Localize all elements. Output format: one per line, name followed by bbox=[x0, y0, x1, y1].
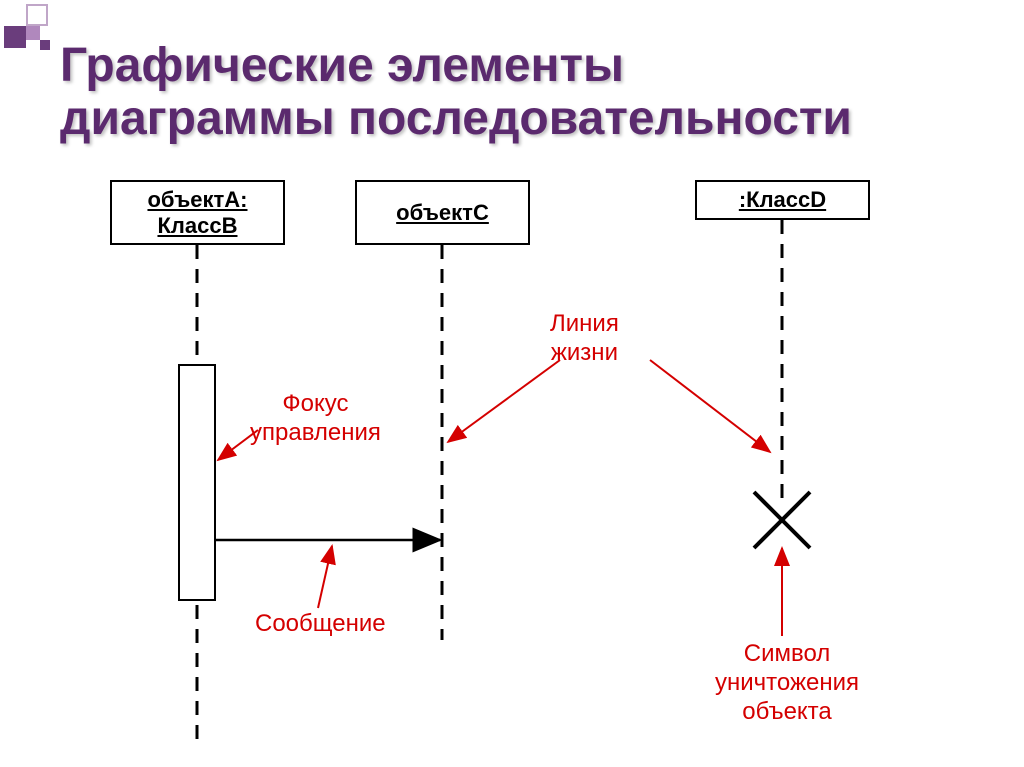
arrow-lifeline-c bbox=[448, 360, 560, 442]
lifeline-label: Линия жизни bbox=[550, 310, 619, 368]
object-a-label: объектA: КлассB bbox=[147, 187, 247, 239]
activation-bar bbox=[179, 365, 215, 600]
title-line-1: Графические элементы bbox=[60, 39, 624, 92]
destroy-label: Символ уничтожения объекта bbox=[715, 640, 859, 726]
decorative-squares bbox=[4, 4, 58, 58]
object-d-label: :КлассD bbox=[739, 187, 826, 213]
arrow-message bbox=[318, 546, 332, 608]
object-a-box: объектA: КлассB bbox=[110, 180, 285, 245]
destruction-x-icon bbox=[754, 492, 810, 548]
sequence-diagram: объектA: КлассB объектC :КлассD Линия жи… bbox=[0, 170, 1024, 767]
object-c-label: объектC bbox=[396, 200, 489, 226]
message-label: Сообщение bbox=[255, 610, 386, 639]
focus-label: Фокус управления bbox=[250, 390, 381, 448]
arrow-lifeline-d bbox=[650, 360, 770, 452]
diagram-svg bbox=[0, 170, 1024, 767]
object-d-box: :КлассD bbox=[695, 180, 870, 220]
slide-title: Графические элементы диаграммы последова… bbox=[60, 40, 852, 146]
object-c-box: объектC bbox=[355, 180, 530, 245]
title-line-2: диаграммы последовательности bbox=[60, 92, 852, 145]
